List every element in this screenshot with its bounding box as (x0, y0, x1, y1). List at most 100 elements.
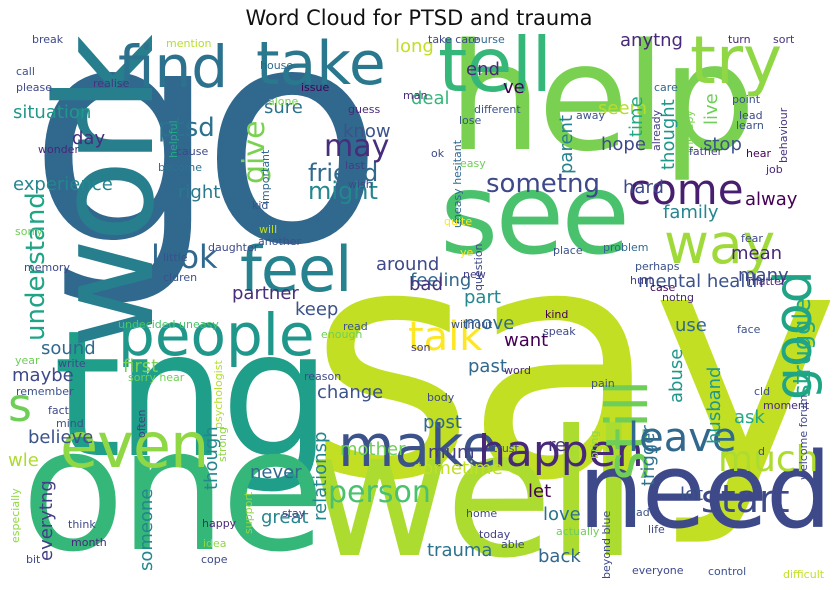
word-163: read (343, 320, 368, 333)
word-57: alway (745, 189, 798, 210)
word-41: day (72, 128, 106, 149)
word-98: back (538, 546, 581, 567)
word-72: want (504, 330, 549, 351)
word-126: already (650, 109, 663, 151)
word-152: hurt (630, 274, 653, 287)
word-49: anytng (620, 30, 683, 51)
word-198: life (648, 523, 665, 536)
word-175: fact (48, 404, 69, 417)
word-71: move (464, 313, 515, 334)
word-145: problem (603, 241, 649, 254)
word-113: care (654, 81, 678, 94)
word-45: long (395, 36, 434, 57)
word-124: lose (459, 114, 482, 127)
word-149: cldren (163, 271, 198, 284)
word-118: become (158, 161, 203, 174)
word-141: daughter (208, 241, 259, 254)
word-106: please (16, 81, 53, 94)
word-53: hope (601, 134, 646, 155)
word-62: bad (409, 274, 443, 295)
word-11: try (690, 30, 783, 99)
word-194: able (501, 538, 525, 551)
word-24: leave (628, 415, 737, 461)
word-55: stop (703, 134, 742, 155)
word-66: many (738, 265, 789, 286)
word-80: trigger (638, 425, 659, 486)
word-76: maybe (12, 365, 74, 386)
word-148: little (163, 251, 188, 264)
word-65: mean (731, 243, 783, 264)
word-63: part (464, 287, 501, 308)
word-128: learn (736, 119, 764, 132)
word-96: great (261, 507, 309, 528)
word-84: relationsp (310, 431, 331, 521)
word-196: beyond blue (600, 510, 613, 579)
word-142: ye (460, 246, 474, 259)
word-133: wish (348, 178, 373, 191)
word-54: parent (556, 114, 577, 174)
word-139: sorry (15, 225, 43, 238)
word-131: easy (460, 157, 486, 170)
word-78: change (317, 382, 384, 403)
word-36: friend (308, 159, 379, 187)
word-199: everyone (632, 564, 684, 577)
word-137: hear (746, 147, 772, 160)
word-135: will (259, 223, 278, 236)
word-10: tell (438, 30, 552, 109)
word-109: alone (268, 95, 299, 108)
word-1: go (28, 30, 384, 311)
word-177: often (135, 409, 148, 438)
word-43: sure (264, 97, 303, 118)
word-193: today (479, 528, 511, 541)
word-74: put (523, 369, 553, 390)
word-132: father (689, 145, 723, 158)
word-150: perhaps (635, 260, 680, 273)
word-19: happen (478, 426, 644, 477)
word-144: place (553, 244, 583, 257)
word-92: lot (680, 484, 704, 505)
word-117: wonder (38, 143, 79, 156)
word-173: cld (754, 385, 771, 398)
word-112: different (474, 103, 521, 116)
word-189: bit (26, 553, 41, 566)
word-93: love (543, 504, 581, 525)
word-77: first (123, 356, 159, 377)
word-16: way (664, 212, 776, 276)
word-47: ve (503, 77, 525, 98)
word-104: sort (773, 33, 795, 46)
word-181: welcome forum (797, 394, 810, 480)
word-8: see (440, 150, 630, 280)
word-151: new (463, 268, 486, 281)
word-5: one (21, 392, 325, 582)
word-68: abuse (666, 348, 687, 403)
word-174: moment (763, 399, 810, 412)
word-38: know (343, 121, 391, 142)
word-180: bring (588, 430, 601, 459)
word-60: around (376, 254, 440, 275)
word-61: partner (232, 283, 299, 304)
word-192: home (466, 507, 498, 520)
word-30: may (324, 129, 390, 164)
word-162: enough (321, 328, 363, 341)
word-146: fear (741, 232, 763, 245)
word-14: feel (240, 233, 352, 306)
word-86: mother (340, 439, 406, 460)
word-115: lead (739, 109, 763, 122)
word-13: find (118, 33, 229, 101)
word-153: case (650, 281, 676, 294)
word-73: past (468, 356, 507, 377)
word-9: need (578, 430, 830, 552)
word-134: kid (252, 199, 269, 212)
word-119: cause (176, 145, 209, 158)
word-197: dad (629, 506, 650, 519)
word-64: mental health (638, 271, 764, 292)
word-87: mum (428, 442, 475, 463)
word-70: keep (295, 299, 339, 320)
word-157: without (451, 318, 493, 331)
word-69: husband (704, 366, 725, 444)
word-111: man (403, 89, 428, 102)
word-23: talk (408, 314, 483, 360)
word-120: guess (348, 103, 381, 116)
word-156: undecided uneasy (118, 318, 219, 331)
word-161: face (737, 323, 761, 336)
